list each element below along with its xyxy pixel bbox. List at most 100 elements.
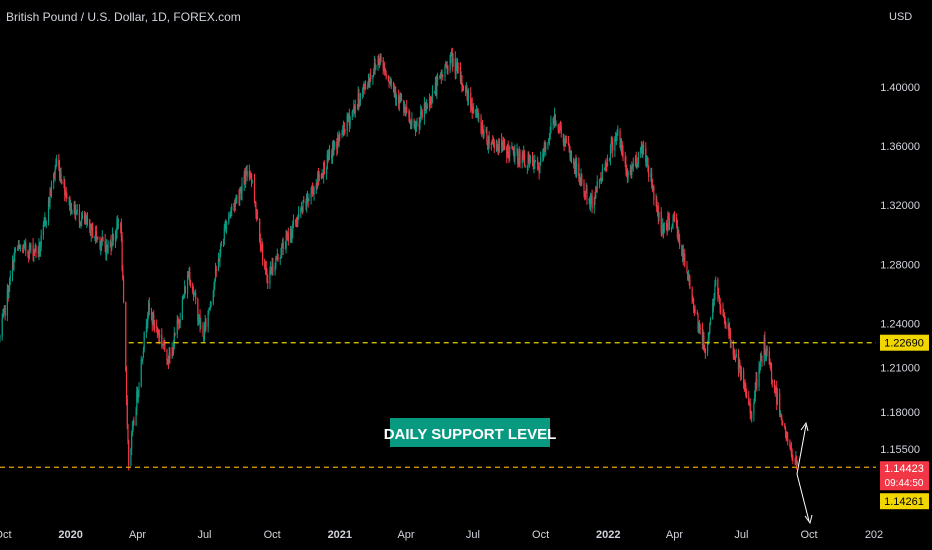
candle — [100, 240, 102, 256]
candle-body — [292, 220, 295, 225]
candle — [300, 206, 302, 219]
candle-body — [609, 146, 612, 160]
candle — [34, 242, 36, 253]
candle-body — [234, 200, 236, 206]
candle — [354, 99, 356, 118]
candle — [12, 259, 14, 271]
candle-body — [753, 402, 755, 415]
candle — [212, 289, 214, 306]
candle — [548, 137, 550, 143]
candle — [537, 162, 539, 170]
candle-body — [285, 234, 287, 249]
candle — [662, 223, 665, 239]
candle — [50, 188, 52, 197]
candle-body — [78, 209, 81, 223]
candle-body — [254, 201, 256, 207]
candle-body — [733, 355, 735, 357]
candle-body — [189, 271, 191, 283]
candle — [393, 83, 395, 98]
candle — [640, 146, 642, 158]
candle — [400, 93, 402, 103]
candle-body — [693, 308, 695, 310]
candle-body — [614, 138, 616, 151]
candle — [581, 173, 583, 186]
candle — [449, 54, 451, 74]
candle — [106, 239, 108, 261]
candle — [187, 271, 189, 278]
candle — [414, 120, 416, 131]
candle-body — [286, 232, 289, 237]
candle — [169, 347, 171, 364]
candle — [358, 88, 360, 110]
candle — [163, 337, 165, 345]
candle — [192, 286, 195, 302]
candle — [230, 206, 232, 218]
candle-body — [770, 369, 773, 381]
candle — [259, 233, 261, 253]
candle — [189, 266, 191, 286]
candle — [451, 48, 453, 56]
candle-body — [476, 111, 478, 117]
candle-body — [209, 303, 211, 308]
candle-body — [187, 275, 189, 278]
up-arrow-head — [800, 421, 809, 432]
candle — [655, 193, 657, 207]
candle-body — [508, 153, 510, 157]
levels-layer — [0, 342, 876, 468]
candle-body — [306, 193, 309, 201]
candle-body — [601, 178, 603, 182]
candle — [429, 95, 431, 109]
y-axis[interactable]: 1.400001.360001.320001.280001.240001.210… — [880, 82, 920, 456]
candle-body — [235, 197, 237, 201]
candle — [543, 141, 545, 158]
candle-body — [292, 224, 294, 232]
candle-body — [342, 129, 344, 135]
x-axis[interactable]: Oct2020AprJulOct2021AprJulOct2022AprJulO… — [0, 529, 883, 541]
candle-body — [526, 166, 528, 168]
candle-body — [70, 203, 72, 214]
candle — [325, 166, 328, 180]
candle-body — [223, 227, 225, 240]
candle-body — [570, 153, 573, 159]
candle-body — [724, 320, 726, 328]
candle-body — [519, 151, 521, 164]
candle-body — [673, 216, 675, 220]
candle-body — [442, 75, 444, 77]
candle — [426, 103, 428, 110]
candle — [177, 316, 179, 324]
candle — [311, 182, 314, 197]
candle-body — [269, 270, 271, 284]
candle — [712, 298, 715, 313]
candle-body — [364, 86, 367, 90]
candle-body — [491, 139, 493, 145]
candle — [496, 140, 498, 152]
candle — [701, 322, 704, 350]
candle — [723, 308, 725, 318]
candle-body — [0, 336, 1, 339]
candle-body — [748, 397, 750, 405]
candle-body — [763, 338, 765, 363]
candle-body — [585, 189, 587, 193]
candle-body — [382, 59, 384, 68]
candle — [492, 136, 495, 148]
candle-body — [473, 109, 475, 113]
candle — [647, 157, 649, 173]
candle — [398, 89, 400, 110]
chart-title: British Pound / U.S. Dollar, 1D, FOREX.c… — [6, 10, 241, 24]
candle-body — [363, 84, 365, 87]
candle-body — [164, 339, 166, 350]
candle — [740, 365, 742, 381]
candle — [373, 68, 375, 78]
candle-body — [553, 114, 556, 125]
candle-body — [359, 93, 362, 102]
candle-body — [2, 315, 4, 319]
candle-body — [28, 253, 30, 257]
candle-body — [331, 146, 334, 159]
candle-body — [475, 109, 477, 117]
candle-body — [228, 216, 230, 223]
candle-body — [626, 173, 628, 178]
candle — [487, 135, 489, 154]
candle — [286, 231, 289, 241]
candle-body — [102, 237, 104, 241]
